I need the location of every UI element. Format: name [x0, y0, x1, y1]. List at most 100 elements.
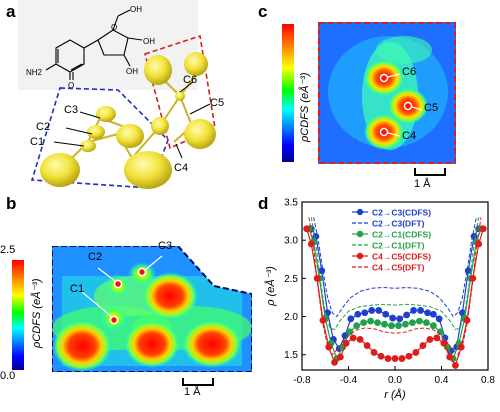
- scale-bar-c: [414, 168, 446, 176]
- scale-bar-c-label: 1 Å: [414, 178, 431, 190]
- data-point: [353, 322, 361, 330]
- atom-nh2: NH2: [26, 68, 43, 77]
- data-point: [429, 310, 437, 318]
- data-point: [429, 322, 437, 330]
- colorbar-c-label: ρCDFS (eÅ⁻³): [299, 72, 311, 142]
- data-point: [354, 310, 362, 318]
- data-point: [384, 355, 392, 362]
- colorbar-b: [12, 260, 24, 370]
- atom-label-c2-a: C2: [36, 121, 51, 133]
- atom-label-c4-a: C4: [174, 162, 189, 174]
- colorbar-c: [282, 24, 294, 162]
- data-point: [388, 322, 395, 330]
- y-tick-label: 3.5: [284, 198, 298, 209]
- panel-label-d: d: [258, 194, 269, 213]
- atom-label-c3-b: C3: [158, 240, 173, 252]
- data-point: [435, 315, 443, 323]
- data-point: [452, 362, 459, 369]
- data-point: [325, 343, 333, 351]
- y-tick-label: 2.5: [284, 274, 298, 285]
- atom-label-c6-a: C6: [183, 74, 198, 86]
- colorbar-b-label: ρCDFS (eÅ⁻³): [31, 278, 43, 348]
- atom-o-ring: O: [111, 23, 117, 32]
- atom-label-c1-b: C1: [70, 283, 85, 295]
- data-point: [479, 225, 487, 233]
- y-axis-label: ρ (eÅ⁻³): [264, 266, 277, 307]
- data-point: [412, 349, 420, 356]
- colorbar-b-min: 0.0: [0, 370, 16, 382]
- x-tick-label: -0.8: [293, 375, 311, 386]
- plot-area: [303, 217, 487, 369]
- atom-label-c5-a: C5: [210, 97, 225, 109]
- scale-bar-b: [182, 378, 214, 386]
- legend-marker: [356, 252, 364, 260]
- series-line: [308, 217, 482, 356]
- data-point: [398, 355, 406, 362]
- x-tick-label: 0.0: [388, 375, 402, 386]
- data-point: [410, 307, 417, 314]
- sugar-box-red: [144, 34, 216, 150]
- data-point: [436, 328, 444, 336]
- data-point: [349, 334, 357, 342]
- data-point: [463, 316, 471, 324]
- legend-label: C4→C5(CDFS): [372, 252, 431, 262]
- x-axis-label: r (Å): [384, 388, 406, 401]
- panel-label-b: b: [6, 194, 17, 213]
- series-line: [308, 228, 482, 361]
- atom-label-c3-a: C3: [64, 104, 79, 116]
- data-point: [367, 317, 374, 325]
- data-point: [419, 342, 427, 349]
- y-tick-label: 3.0: [284, 236, 298, 247]
- data-point: [363, 342, 371, 349]
- data-point: [342, 339, 350, 347]
- data-point: [402, 320, 409, 328]
- series-line: [310, 217, 480, 331]
- atom-label-c1-a: C1: [30, 136, 45, 148]
- legend-marker: [356, 208, 364, 216]
- data-point: [433, 334, 441, 342]
- atom-label-c2-b: C2: [88, 251, 103, 263]
- data-point: [347, 315, 355, 323]
- data-point: [405, 352, 413, 360]
- line-chart-d: -0.8 -0.4 0.0 0.4 0.8 1.5 2.0 2.5 3.0 3.5 r (Å) ρ (…: [264, 198, 495, 402]
- legend-label: C2→C1(CDFS): [372, 230, 431, 240]
- isosurface-view: [30, 34, 216, 189]
- data-point: [389, 314, 397, 322]
- x-tick-label: 0.4: [435, 375, 449, 386]
- atom-oh-top: OH: [130, 5, 142, 14]
- legend-label: C2→C3(CDFS): [372, 208, 431, 218]
- data-point: [446, 353, 454, 361]
- data-point: [331, 358, 338, 366]
- panel-label-a: a: [6, 2, 16, 21]
- x-tick-label: -0.4: [340, 375, 358, 386]
- data-point: [356, 336, 364, 343]
- series-line: [313, 217, 477, 318]
- legend-label: C4→C5(DFT): [372, 263, 425, 273]
- data-point: [417, 307, 424, 314]
- atom-o-carbonyl: O: [68, 81, 74, 90]
- data-point: [346, 328, 354, 336]
- data-point: [381, 320, 388, 328]
- atom-label-c5-c: C5: [424, 102, 439, 114]
- data-point: [368, 307, 376, 314]
- data-point: [360, 319, 368, 327]
- y-tick-label: 2.0: [284, 312, 298, 323]
- data-point: [424, 309, 431, 317]
- atom-label-c6-c: C6: [402, 66, 417, 78]
- data-point: [395, 322, 402, 330]
- x-tick-label: 0.8: [481, 375, 495, 386]
- data-point: [403, 311, 411, 319]
- data-point: [440, 339, 448, 347]
- atom-oh-right: OH: [143, 37, 155, 46]
- data-point: [396, 315, 404, 323]
- data-point: [416, 317, 423, 325]
- density-map-b: [52, 246, 252, 372]
- data-point: [422, 319, 430, 327]
- colorbar-b-max: 2.5: [0, 244, 16, 256]
- data-point: [374, 319, 381, 327]
- data-point: [375, 307, 383, 314]
- atom-oh-bottom: OH: [126, 67, 138, 76]
- data-point: [382, 310, 390, 318]
- data-point: [391, 355, 399, 362]
- series-line: [310, 228, 480, 352]
